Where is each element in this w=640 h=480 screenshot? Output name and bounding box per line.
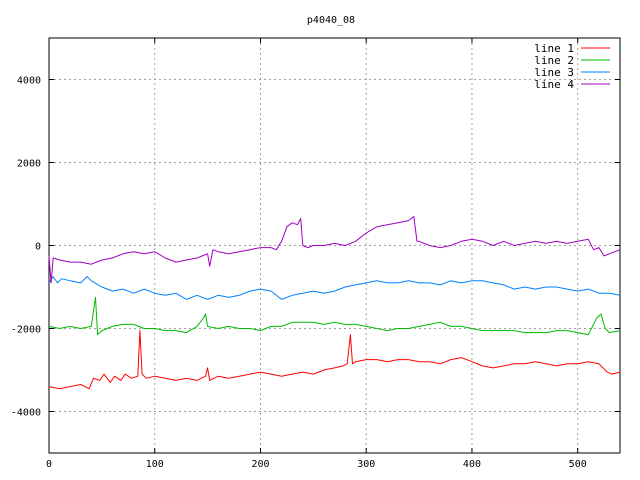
grid-lines — [49, 38, 620, 453]
x-tick-label: 300 — [357, 459, 375, 470]
axes: 0 100 200 300 400 500 -4000 -2000 0 2000 4000 — [11, 37, 621, 470]
legend-label: line 2 — [534, 54, 574, 67]
plot-frame — [48, 37, 621, 454]
series-line-3 — [48, 276, 621, 300]
legend-label: line 3 — [534, 66, 574, 79]
x-tick-label: 0 — [46, 459, 52, 470]
y-tick-label: -4000 — [11, 408, 41, 419]
legend-label: line 1 — [534, 42, 574, 55]
y-tick-label: 4000 — [17, 76, 41, 87]
x-tick-label: 500 — [569, 459, 587, 470]
series-line-2 — [48, 296, 621, 336]
x-tick-label: 400 — [463, 459, 481, 470]
series-line-1 — [48, 330, 621, 390]
chart-title: p4040_08 — [307, 15, 355, 26]
y-tick-label: 2000 — [17, 159, 41, 170]
series-lines — [48, 216, 621, 390]
series-line-4 — [48, 216, 621, 284]
y-tick-label: -2000 — [11, 325, 41, 336]
y-tick-label: 0 — [35, 242, 41, 253]
legend-label: line 4 — [534, 78, 574, 91]
x-tick-label: 100 — [146, 459, 164, 470]
x-tick-label: 200 — [251, 459, 269, 470]
